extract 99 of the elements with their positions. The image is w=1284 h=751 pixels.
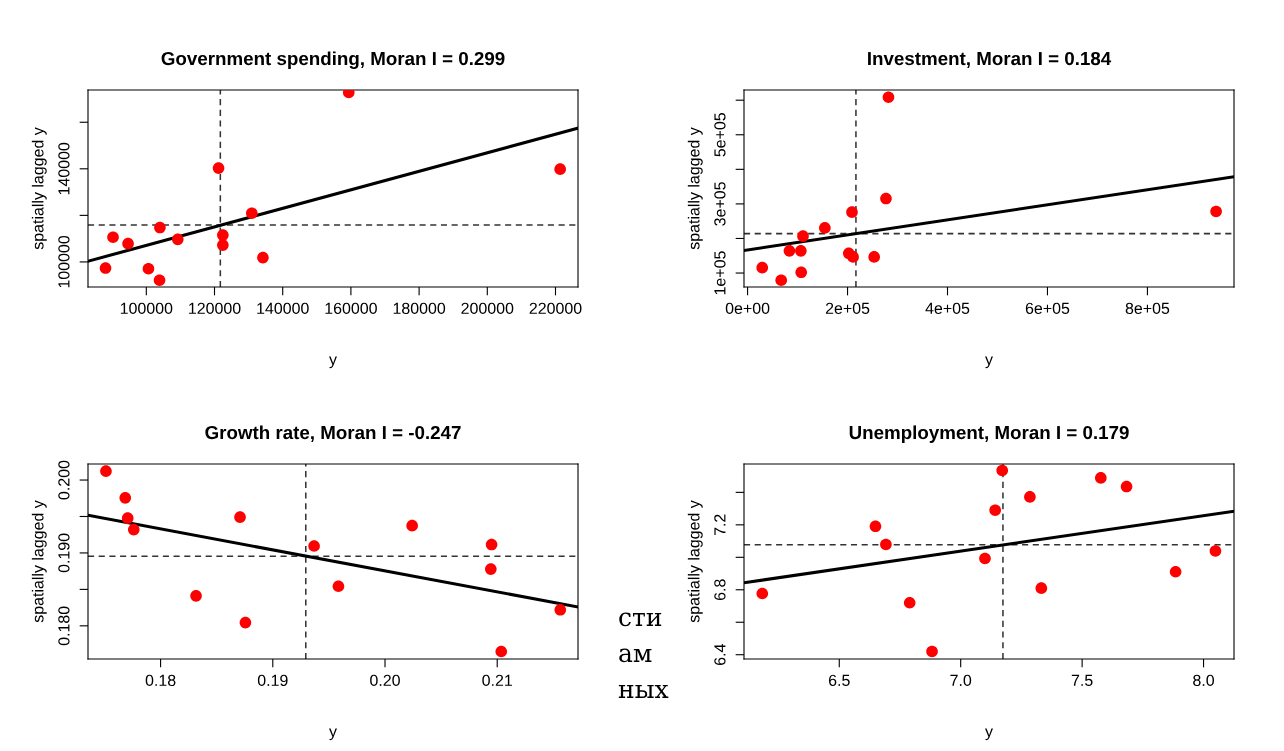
point — [1169, 565, 1182, 578]
text: сти — [619, 612, 662, 627]
point — [819, 222, 831, 234]
y-tick-label: 6.4 — [714, 644, 726, 665]
point — [171, 233, 184, 246]
chart-title: Growth rate, Moran I = -0.247 — [205, 425, 461, 442]
x-tick-label: 7.0 — [950, 674, 972, 687]
x-tick-label: 8e+05 — [1125, 302, 1170, 315]
x-tick-label: 160000 — [325, 302, 377, 315]
y-tick-label: 6.8 — [714, 579, 726, 601]
x-axis-title: y — [985, 356, 993, 369]
point — [107, 231, 119, 244]
point — [217, 239, 229, 251]
point — [869, 520, 882, 533]
point — [406, 519, 418, 532]
point — [880, 538, 892, 551]
point — [239, 616, 252, 629]
point — [485, 538, 498, 551]
x-tick-label: 4e+05 — [925, 302, 970, 315]
x-tick-label: 8.0 — [1193, 674, 1215, 687]
point — [989, 504, 1001, 517]
y-axis-title: spatially lagged y — [31, 500, 47, 623]
y-axis-title: spatially lagged y — [687, 500, 703, 623]
y-tick-label: 140000 — [58, 142, 70, 195]
x-tick-label: 2e+05 — [825, 302, 870, 315]
point — [756, 261, 769, 274]
point — [122, 237, 134, 250]
point — [882, 91, 895, 103]
point — [100, 465, 112, 477]
x-tick-label: 220000 — [529, 302, 582, 315]
text: ных — [618, 684, 669, 698]
text: ам — [619, 648, 652, 663]
point — [554, 603, 567, 616]
point — [783, 245, 796, 257]
y-tick-label: 3e+05 — [714, 182, 726, 226]
point — [756, 587, 769, 600]
point — [926, 645, 938, 658]
point — [234, 511, 246, 523]
point — [154, 221, 166, 234]
point — [795, 245, 807, 257]
chart-title: Government spending, Moran I = 0.299 — [161, 51, 505, 69]
point — [495, 645, 508, 658]
point — [485, 563, 497, 575]
point — [868, 251, 880, 263]
y-tick-label: 0.190 — [58, 533, 70, 573]
point — [554, 163, 566, 175]
y-tick-label: 5e+05 — [714, 113, 726, 157]
x-tick-label: 180000 — [393, 302, 446, 315]
point — [217, 229, 229, 241]
point — [847, 251, 859, 263]
chart-title: Unemployment, Moran I = 0.179 — [849, 425, 1129, 443]
x-tick-label: 7.5 — [1071, 674, 1093, 687]
x-tick-label: 0.21 — [482, 674, 512, 687]
point — [119, 492, 132, 504]
x-tick-label: 0.19 — [257, 674, 288, 687]
x-tick-label: 120000 — [189, 302, 241, 315]
point — [1035, 582, 1048, 594]
point — [797, 230, 809, 242]
y-axis-title: spatially lagged y — [31, 127, 47, 250]
point — [846, 206, 858, 218]
x-axis-title: y — [329, 728, 337, 741]
x-tick-label: 6e+05 — [1025, 302, 1070, 315]
point — [1209, 545, 1222, 557]
x-axis-title: y — [985, 728, 993, 741]
y-tick-label: 0.200 — [58, 460, 70, 500]
y-tick-label: 1e+05 — [714, 251, 726, 295]
point — [880, 192, 892, 205]
y-tick-label: 7.2 — [714, 514, 726, 536]
point — [795, 266, 808, 279]
point — [121, 512, 134, 524]
point — [979, 552, 991, 565]
chart-title: Investment, Moran I = 0.184 — [868, 51, 1112, 68]
point — [212, 162, 225, 174]
x-tick-label: 140000 — [257, 302, 309, 315]
point — [903, 596, 916, 609]
point — [153, 274, 166, 287]
x-tick-label: 0.18 — [145, 674, 176, 687]
point — [142, 262, 155, 275]
point — [127, 523, 140, 536]
x-tick-label: 0e+00 — [725, 302, 770, 315]
point — [1210, 205, 1222, 218]
point — [1120, 480, 1133, 493]
y-tick-label: 0.180 — [58, 606, 70, 646]
x-tick-label: 0.20 — [370, 674, 400, 687]
point — [99, 262, 112, 274]
point — [257, 251, 269, 264]
point — [332, 580, 345, 593]
point — [1024, 491, 1036, 503]
point — [1095, 472, 1107, 484]
point — [996, 464, 1009, 477]
x-tick-label: 6.5 — [828, 674, 850, 687]
x-tick-label: 100000 — [120, 302, 173, 315]
point — [246, 207, 258, 220]
point — [190, 590, 202, 602]
x-axis-title: y — [329, 356, 337, 369]
x-tick-label: 200000 — [461, 302, 514, 315]
point — [308, 540, 320, 552]
point — [775, 274, 788, 286]
y-axis-title: spatially lagged y — [687, 127, 703, 250]
